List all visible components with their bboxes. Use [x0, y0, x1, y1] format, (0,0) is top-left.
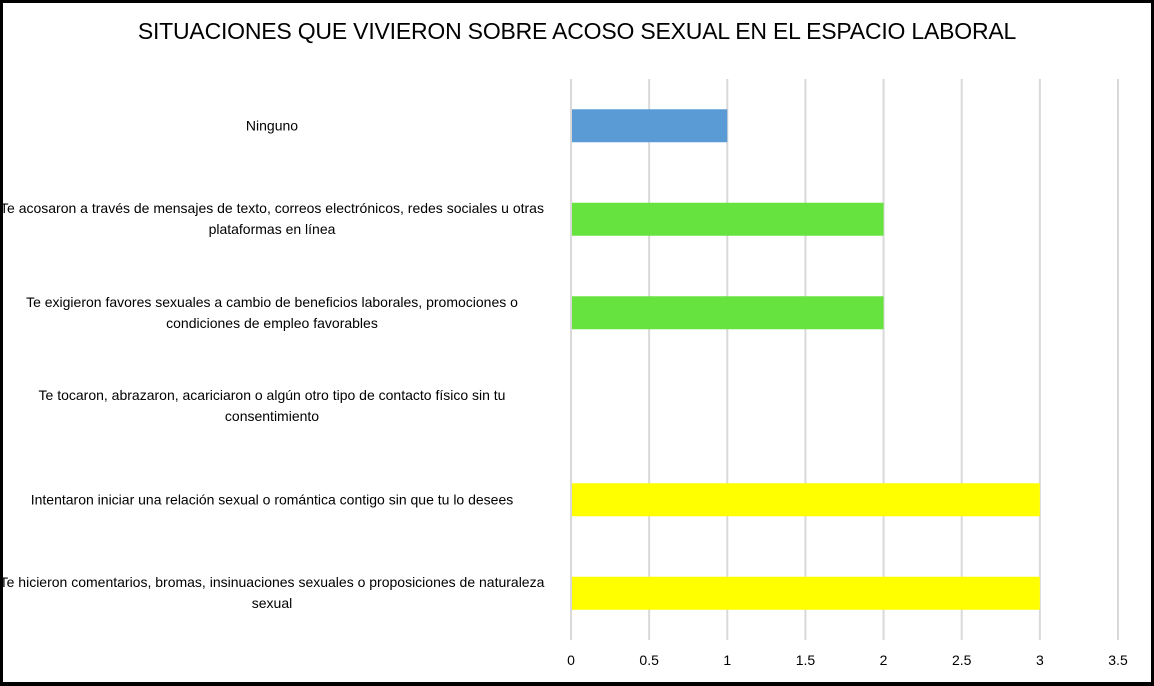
gridlines	[570, 79, 1119, 640]
bar-5	[572, 576, 1040, 610]
x-tick-label-3: 1.5	[795, 652, 816, 668]
category-label-4: Intentaron iniciar una relación sexual o…	[30, 491, 514, 508]
x-tick-label-7: 3.5	[1108, 652, 1128, 668]
bars	[572, 109, 1040, 610]
category-label-3: Te tocaron, abrazaron, acariciaron o alg…	[38, 387, 506, 425]
x-tick-label-2: 1	[723, 652, 732, 668]
bar-4	[572, 483, 1040, 517]
bar-1	[572, 202, 884, 236]
x-tick-label-6: 3	[1035, 652, 1044, 668]
category-label-2: Te exigieron favores sexuales a cambio d…	[26, 293, 518, 331]
chart-title: SITUACIONES QUE VIVIERON SOBRE ACOSO SEX…	[137, 18, 1017, 44]
category-label-1: Te acosaron a través de mensajes de text…	[0, 200, 544, 238]
category-label-0: Ninguno	[245, 117, 299, 134]
x-tick-label-4: 2	[879, 652, 888, 668]
bar-2	[572, 296, 884, 330]
x-tick-label-5: 2.5	[951, 652, 972, 668]
category-label-5: Te hicieron comentarios, bromas, insinua…	[0, 574, 545, 612]
x-tick-label-1: 0.5	[639, 652, 659, 668]
bar-0	[572, 109, 728, 143]
x-tick-label-0: 0	[567, 652, 575, 668]
